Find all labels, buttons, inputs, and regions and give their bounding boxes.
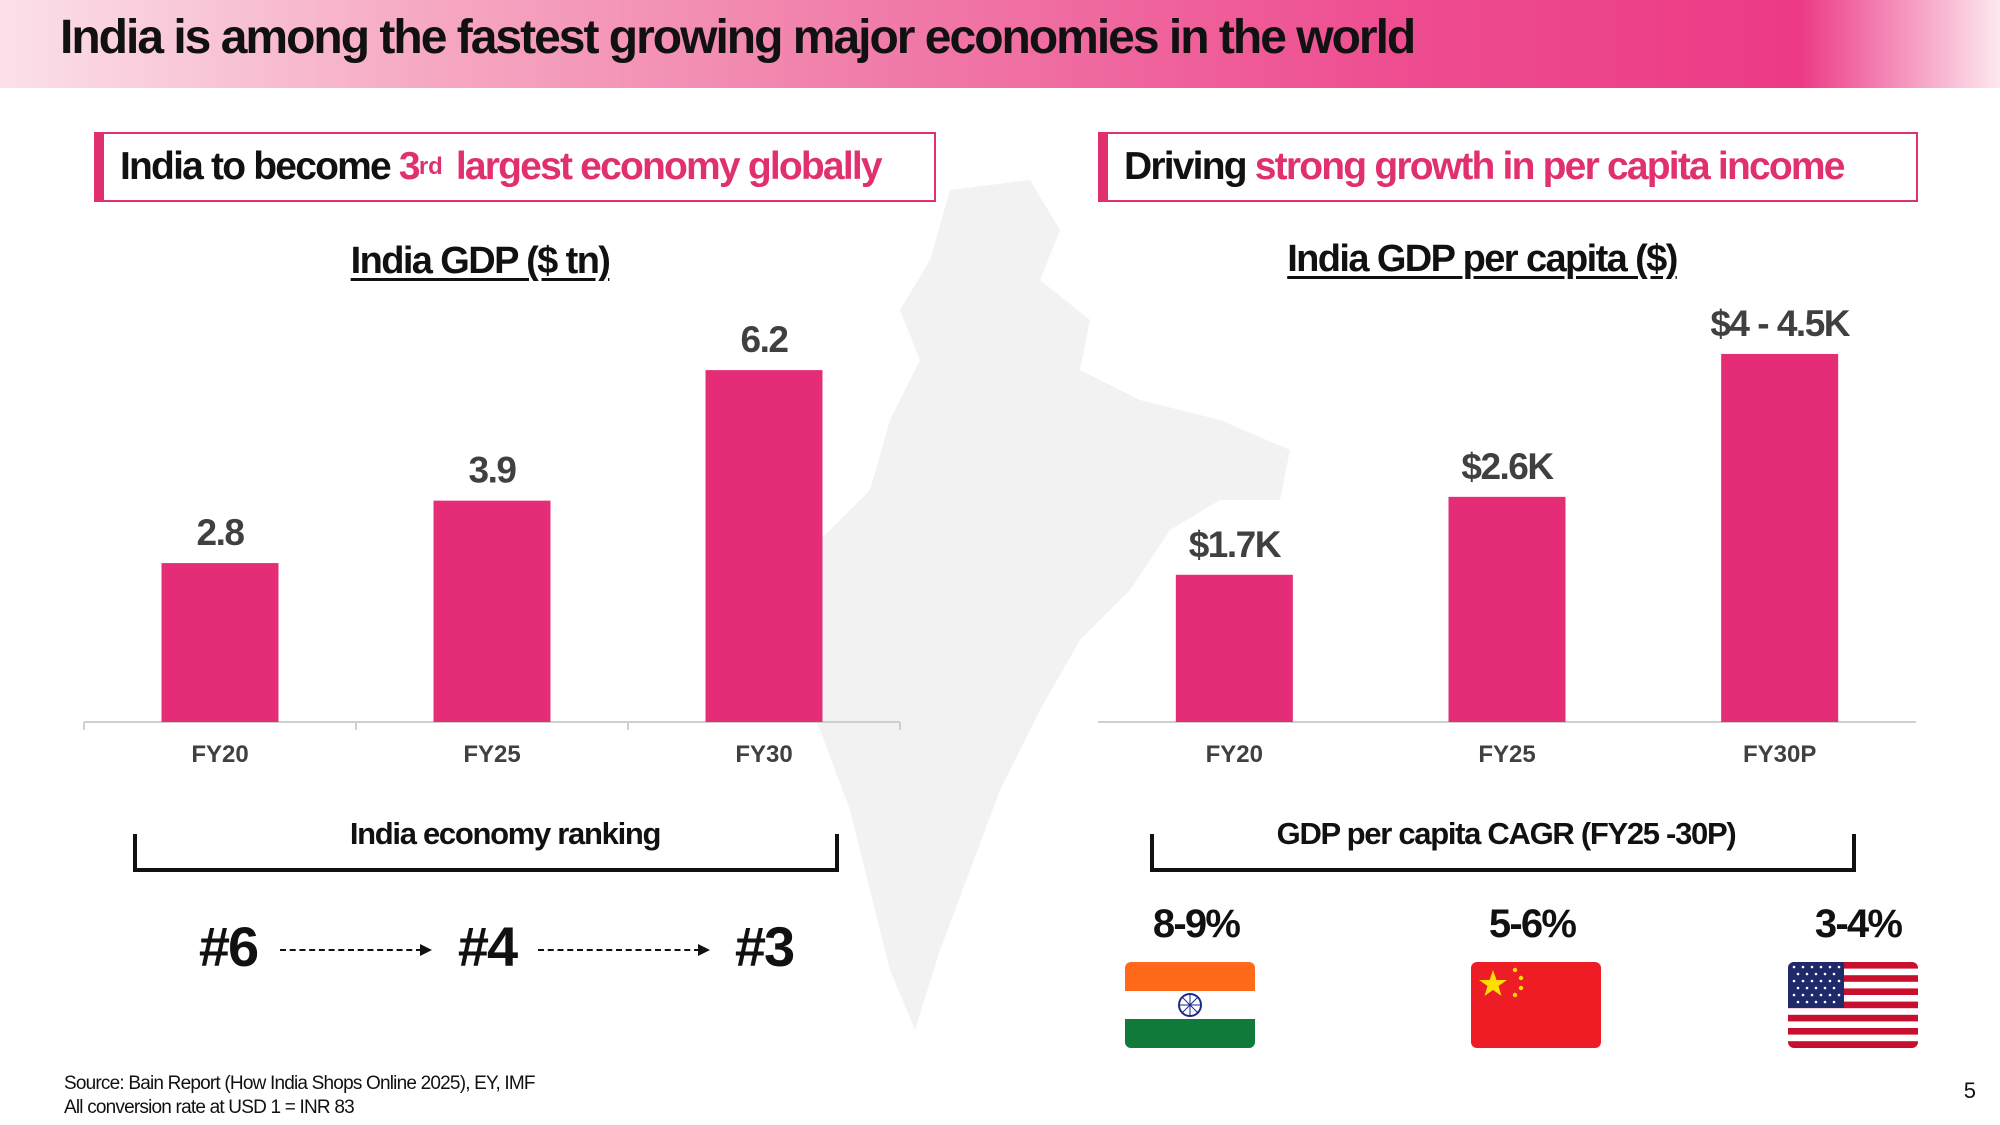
x-tick-label: FY30 (735, 741, 792, 768)
cagr-bracket (1150, 834, 1856, 872)
rank-fy25: #4 (457, 915, 518, 978)
data-label: 2.8 (197, 512, 245, 553)
x-tick-label: FY25 (463, 741, 520, 768)
slide-title: India is among the fastest growing major… (60, 11, 1416, 64)
left-header-highlight: largest economy globally (446, 145, 883, 188)
bar (1175, 574, 1293, 722)
left-header-text: India to become (120, 145, 399, 188)
bar (161, 563, 279, 722)
data-label: $4 - 4.5K (1710, 303, 1850, 344)
usa-flag-icon (1788, 962, 1918, 1048)
source-note: Source: Bain Report (How India Shops Onl… (64, 1072, 536, 1120)
bar (705, 370, 823, 722)
ranking-bracket (133, 834, 839, 872)
data-label: $1.7K (1189, 524, 1282, 565)
left-header-rank-number: 3 (398, 145, 421, 188)
cagr-usa: 3-4% (1814, 902, 1903, 946)
data-label: $2.6K (1461, 446, 1554, 487)
india-map-watermark (710, 180, 1290, 1030)
source-line-1: Source: Bain Report (How India Shops Onl… (64, 1073, 536, 1094)
data-label: 6.2 (741, 319, 789, 360)
gdp-per-capita-bar-chart: $1.7K FY20 $2.6K FY25 $4 - 4.5K FY30P (1098, 303, 1916, 768)
right-header-highlight: strong growth in per capita income (1254, 145, 1846, 188)
source-line-2: All conversion rate at USD 1 = INR 83 (64, 1097, 355, 1118)
data-label: 3.9 (469, 450, 517, 491)
cagr-china: 5-6% (1488, 902, 1577, 946)
left-header-rank-suffix: rd (418, 153, 443, 180)
cagr-title: GDP per capita CAGR (FY25 -30P) (1276, 816, 1737, 851)
ranking-title: India economy ranking (349, 816, 662, 851)
bar (433, 500, 551, 722)
right-header-box: Driving strong growth in per capita inco… (1098, 132, 1918, 202)
title-bar: India is among the fastest growing major… (0, 0, 2000, 88)
china-flag-icon (1471, 962, 1601, 1048)
x-tick-label: FY30P (1743, 741, 1816, 768)
gdp-per-capita-chart-title: India GDP per capita ($) (1287, 238, 1678, 280)
gdp-bar-chart: 2.8 FY20 3.9 FY25 6.2 FY30 (83, 319, 901, 768)
rank-fy20: #6 (198, 915, 259, 978)
cagr-india: 8-9% (1152, 902, 1241, 946)
x-tick-label: FY20 (1206, 741, 1263, 768)
right-header-text: Driving (1124, 145, 1255, 188)
left-header-box: India to become 3 rd largest economy glo… (94, 132, 936, 202)
page-number: 5 (1963, 1078, 1976, 1103)
india-flag-icon (1125, 962, 1255, 1048)
bar (1721, 353, 1839, 722)
bar (1448, 496, 1566, 722)
rank-arrow-1 (280, 944, 432, 956)
rank-arrow-2 (538, 944, 710, 956)
gdp-chart-title: India GDP ($ tn) (350, 240, 611, 282)
rank-fy30: #3 (734, 915, 795, 978)
x-tick-label: FY20 (191, 741, 248, 768)
x-tick-label: FY25 (1478, 741, 1535, 768)
